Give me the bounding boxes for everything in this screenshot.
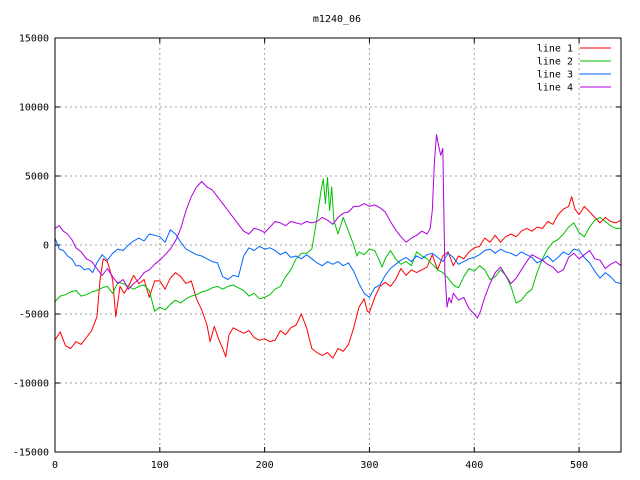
grid-lines xyxy=(55,38,621,452)
y-tick-label: -15000 xyxy=(13,448,49,459)
y-tick-label: 15000 xyxy=(19,34,49,45)
series-line-2 xyxy=(54,176,621,312)
legend-label: line 3 xyxy=(537,70,573,81)
legend-label: line 2 xyxy=(537,57,573,68)
series-layer xyxy=(54,134,622,359)
chart-title: m1240_06 xyxy=(313,14,361,25)
y-tick-label: 0 xyxy=(43,241,49,252)
series-line-1 xyxy=(54,196,622,359)
x-tick-label: 0 xyxy=(52,460,58,471)
series-line-4 xyxy=(54,134,622,319)
x-tick-label: 400 xyxy=(465,460,483,471)
y-tick-label: 5000 xyxy=(25,172,49,183)
x-tick-label: 200 xyxy=(256,460,274,471)
legend: line 1 line 2 line 3 line 4 xyxy=(537,44,611,94)
x-tick-label: 100 xyxy=(151,460,169,471)
x-tick-label: 500 xyxy=(570,460,588,471)
legend-label: line 4 xyxy=(537,83,573,94)
y-tick-label: -5000 xyxy=(19,310,49,321)
y-tick-label: 10000 xyxy=(19,103,49,114)
y-tick-label: -10000 xyxy=(13,379,49,390)
x-tick-label: 300 xyxy=(360,460,378,471)
series-line-3 xyxy=(54,229,622,298)
plot-frame xyxy=(54,37,622,453)
legend-label: line 1 xyxy=(537,44,573,55)
